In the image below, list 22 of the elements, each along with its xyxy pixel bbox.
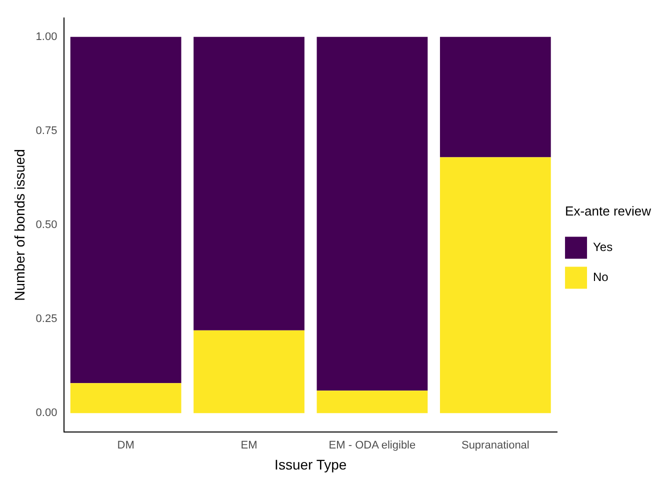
x-tick-label: Supranational — [461, 440, 530, 452]
y-axis-title: Number of bonds issued — [11, 149, 28, 301]
bar — [316, 36, 428, 391]
bar — [194, 36, 304, 330]
y-tick-label: 1.00 — [36, 30, 58, 43]
y-tick-label: 0.75 — [36, 124, 58, 137]
bar — [70, 383, 182, 414]
bar — [440, 157, 551, 414]
y-tick-label: 0.50 — [36, 219, 58, 232]
x-tick-label: EM — [240, 440, 258, 452]
legend-label: Yes — [593, 240, 613, 254]
x-tick-label: DM — [117, 440, 134, 452]
y-tick-label: 0.00 — [36, 407, 58, 420]
legend-label: No — [593, 270, 609, 284]
bar — [316, 390, 428, 414]
bar — [194, 330, 304, 414]
x-tick-label: EM - ODA eligible — [328, 440, 416, 452]
bar — [70, 36, 182, 384]
legend-title: Ex-ante review — [565, 203, 652, 218]
y-tick-label: 0.25 — [36, 313, 58, 326]
x-axis-title: Issuer Type — [274, 456, 347, 472]
bar — [440, 36, 551, 158]
